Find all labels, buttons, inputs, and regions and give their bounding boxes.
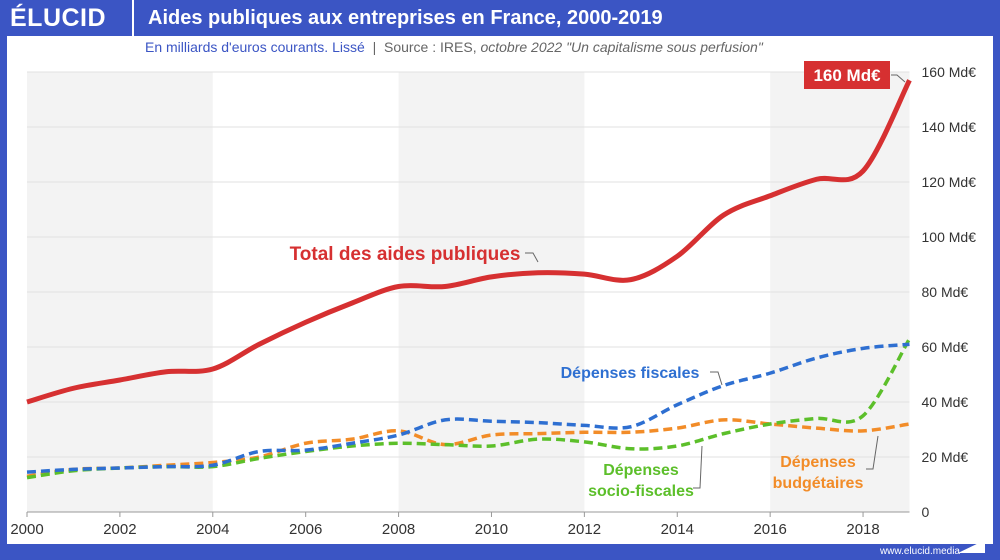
callout-box <box>804 61 890 89</box>
series-label: Dépenses socio-fiscales <box>588 462 694 500</box>
y-tick-label: 60 Md€ <box>922 339 969 355</box>
x-tick-label: 2018 <box>846 521 879 538</box>
source: Source : IRES, <box>383 39 477 55</box>
y-tick-label: 80 Md€ <box>922 284 969 300</box>
series-label: Total des aides publiques <box>290 244 521 265</box>
y-tick-label: 100 Md€ <box>922 229 977 245</box>
label-leader <box>693 445 703 489</box>
series-label: Dépenses budgétaires <box>773 454 864 492</box>
unit-note: En milliards d'euros courants. Lissé <box>145 39 365 55</box>
x-tick-label: 2014 <box>661 521 694 538</box>
label-leader <box>710 371 723 386</box>
x-tick-label: 2010 <box>475 521 508 538</box>
y-tick-label: 120 Md€ <box>922 174 977 190</box>
divider <box>132 0 134 36</box>
subtitle: En milliards d'euros courants. Lissé | S… <box>145 39 763 55</box>
logo: ÉLUCID <box>10 4 107 32</box>
y-tick-label: 160 Md€ <box>922 64 977 80</box>
x-tick-label: 2004 <box>196 521 229 538</box>
label-leader <box>525 252 539 263</box>
y-tick-label: 0 <box>922 504 930 520</box>
source-detail: octobre 2022 "Un capitalisme sous perfus… <box>480 39 763 55</box>
y-tick-label: 40 Md€ <box>922 394 969 410</box>
series-line-1 <box>26 342 910 474</box>
x-tick-label: 2008 <box>382 521 415 538</box>
chart-title: Aides publiques aux entreprises en Franc… <box>148 7 663 29</box>
x-tick-label: 2016 <box>753 521 786 538</box>
series-label: Dépenses fiscales <box>561 365 700 382</box>
label-leader <box>866 435 879 470</box>
x-tick-label: 2012 <box>568 521 601 538</box>
callout-leader <box>891 74 906 83</box>
series-line-0 <box>26 79 912 405</box>
x-tick-label: 2002 <box>103 521 136 538</box>
y-tick-label: 20 Md€ <box>922 449 969 465</box>
x-tick-label: 2000 <box>10 521 43 538</box>
y-tick-label: 140 Md€ <box>922 119 977 135</box>
callout-label: 160 Md€ <box>813 66 881 85</box>
footer-url: www.elucid.media <box>879 546 960 557</box>
separator: | <box>372 39 377 55</box>
x-tick-label: 2006 <box>289 521 322 538</box>
logo-mark-icon <box>958 540 985 553</box>
header: ÉLUCID Aides publiques aux entreprises e… <box>0 0 1000 36</box>
